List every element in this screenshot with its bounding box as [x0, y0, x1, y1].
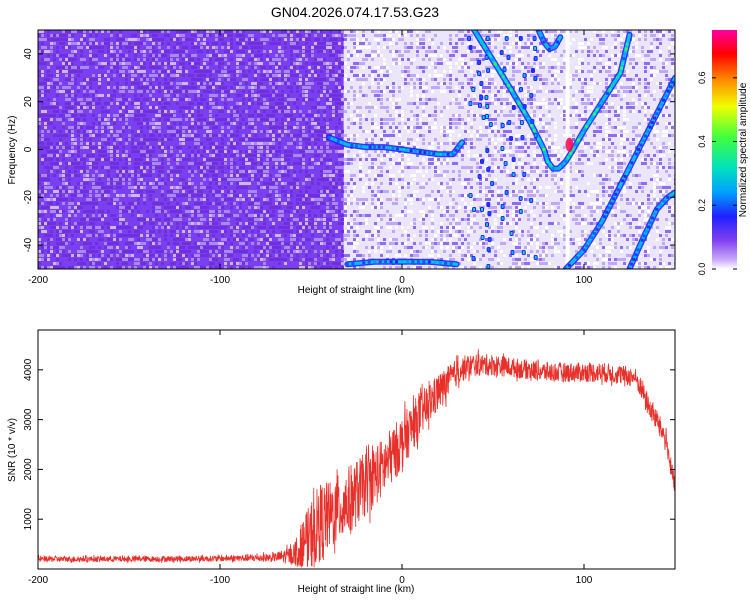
x-tick-label: -200 [28, 575, 48, 586]
colorbar-tick-label: 0.4 [697, 135, 707, 148]
y-tick-label: 4000 [23, 358, 34, 381]
snr-frame [37, 329, 676, 570]
colorbar-tick-label: 0.6 [697, 72, 707, 85]
x-tick-label: 100 [576, 575, 593, 586]
snr-background [38, 330, 675, 569]
spectrogram-y-axis-label: Frequency (Hz) [7, 116, 18, 185]
colorbar-tick-label: 0.0 [697, 263, 707, 276]
snr-x-axis-label: Height of straight line (km) [298, 584, 415, 595]
spectrogram-x-axis-label: Height of straight line (km) [298, 285, 415, 296]
y-tick-label: 0 [23, 146, 34, 152]
x-tick-label: 100 [576, 275, 593, 286]
spectrogram-traces [326, 30, 675, 269]
spectrogram-noise [38, 30, 675, 269]
trace-diagonal-trace [562, 74, 675, 269]
y-tick-label: 3000 [23, 408, 34, 431]
peak-spot [565, 137, 574, 152]
noise-region-low [38, 30, 344, 269]
colorbar-scale [712, 30, 737, 269]
figure-title: GN04.2026.074.17.53.G23 [271, 4, 439, 20]
x-tick-label: -100 [210, 575, 230, 586]
y-tick-label: 1000 [23, 508, 34, 531]
snr-y-ticks: 1000 2000 3000 4000 [23, 358, 675, 530]
trace-bottom-trace [344, 258, 460, 268]
spectrogram-y-ticks: -40 -20 0 20 40 [23, 48, 675, 252]
colorbar-tick-label: 0.2 [697, 199, 707, 212]
dot-columns [467, 36, 538, 269]
trace-horizontal-trace [326, 134, 466, 158]
trace-top-arc [535, 30, 564, 53]
x-tick-label: -100 [210, 275, 230, 286]
y-tick-label: -20 [23, 190, 34, 205]
x-tick-label: 0 [399, 575, 405, 586]
colorbar-ticks: 0.0 0.2 0.4 0.6 [697, 72, 737, 276]
y-tick-label: 20 [23, 96, 34, 108]
y-tick-label: 2000 [23, 458, 34, 481]
snr-x-ticks: -200 -100 0 100 [28, 330, 593, 586]
x-tick-label: -200 [28, 275, 48, 286]
trace-lower-trace [626, 189, 675, 269]
y-tick-label: 40 [23, 48, 34, 60]
snr-y-axis-label: SNR (10 * v/v) [7, 418, 18, 482]
colorbar: 0.0 0.2 0.4 0.6 Normalized spectral amplitu… [697, 30, 749, 275]
snr-series-line [38, 349, 675, 568]
x-tick-label: 0 [399, 275, 405, 286]
snr-panel: -200 -100 0 100 1000 2000 3000 4000 Height of … [7, 329, 676, 595]
y-tick-label: -40 [23, 237, 34, 252]
colorbar-label: Normalized spectral amplitude [738, 82, 749, 217]
spectrogram-x-ticks: -200 -100 0 100 [28, 30, 593, 286]
